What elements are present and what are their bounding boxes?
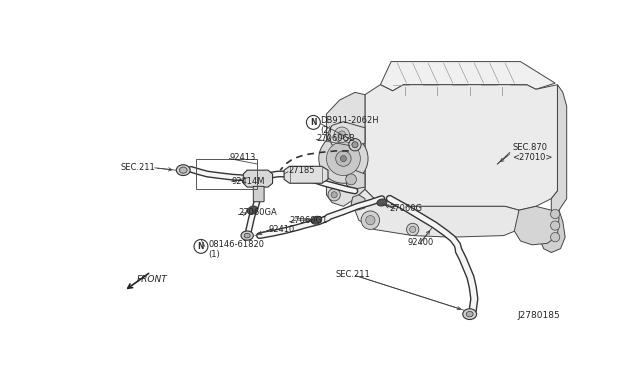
Circle shape — [550, 209, 560, 219]
Text: 27060G1: 27060G1 — [289, 216, 328, 225]
Text: 92413: 92413 — [230, 153, 256, 162]
Circle shape — [336, 151, 351, 166]
Polygon shape — [355, 189, 519, 237]
Circle shape — [331, 192, 337, 198]
Ellipse shape — [179, 167, 187, 173]
Polygon shape — [351, 195, 365, 210]
Circle shape — [326, 142, 360, 176]
Ellipse shape — [377, 199, 387, 206]
Text: 27060GA: 27060GA — [238, 208, 276, 217]
Ellipse shape — [311, 216, 322, 224]
Text: N: N — [310, 118, 317, 127]
Circle shape — [319, 134, 368, 183]
Polygon shape — [284, 166, 328, 183]
Text: FRONT: FRONT — [137, 275, 168, 284]
Polygon shape — [365, 85, 557, 210]
Text: 08146-61820
(1): 08146-61820 (1) — [209, 240, 265, 259]
Circle shape — [328, 189, 340, 201]
Circle shape — [334, 127, 349, 142]
Polygon shape — [551, 85, 566, 214]
Circle shape — [361, 211, 380, 230]
Circle shape — [346, 174, 356, 185]
Circle shape — [406, 223, 419, 235]
Text: SEC.211: SEC.211 — [336, 270, 371, 279]
Text: N: N — [198, 242, 204, 251]
FancyBboxPatch shape — [253, 186, 264, 202]
Text: SEC.211: SEC.211 — [120, 163, 155, 172]
Text: 27060GB: 27060GB — [316, 134, 355, 143]
Circle shape — [340, 155, 346, 162]
Circle shape — [410, 226, 416, 232]
Circle shape — [550, 221, 560, 230]
Polygon shape — [328, 122, 365, 148]
Polygon shape — [380, 62, 555, 91]
Text: 92410: 92410 — [269, 225, 295, 234]
Circle shape — [352, 142, 358, 148]
Bar — [196, 158, 257, 189]
Polygon shape — [326, 92, 365, 206]
Circle shape — [338, 131, 346, 139]
Ellipse shape — [463, 309, 477, 320]
Circle shape — [365, 216, 375, 225]
Ellipse shape — [241, 231, 253, 240]
Ellipse shape — [466, 311, 473, 317]
Polygon shape — [541, 210, 565, 253]
Circle shape — [349, 139, 361, 151]
Ellipse shape — [247, 206, 258, 214]
Polygon shape — [346, 169, 365, 189]
Circle shape — [550, 232, 560, 242]
Ellipse shape — [176, 165, 190, 176]
Text: 27060G: 27060G — [390, 204, 422, 213]
Polygon shape — [243, 170, 273, 187]
Text: 92400: 92400 — [407, 238, 433, 247]
Polygon shape — [515, 206, 559, 245]
Text: 27185: 27185 — [288, 166, 314, 174]
Text: SEC.870
<27010>: SEC.870 <27010> — [512, 143, 552, 162]
Text: DB911-2062H
(2): DB911-2062H (2) — [320, 116, 379, 135]
Text: J2780185: J2780185 — [517, 311, 560, 320]
Text: 92414M: 92414M — [232, 177, 265, 186]
Ellipse shape — [244, 233, 250, 238]
